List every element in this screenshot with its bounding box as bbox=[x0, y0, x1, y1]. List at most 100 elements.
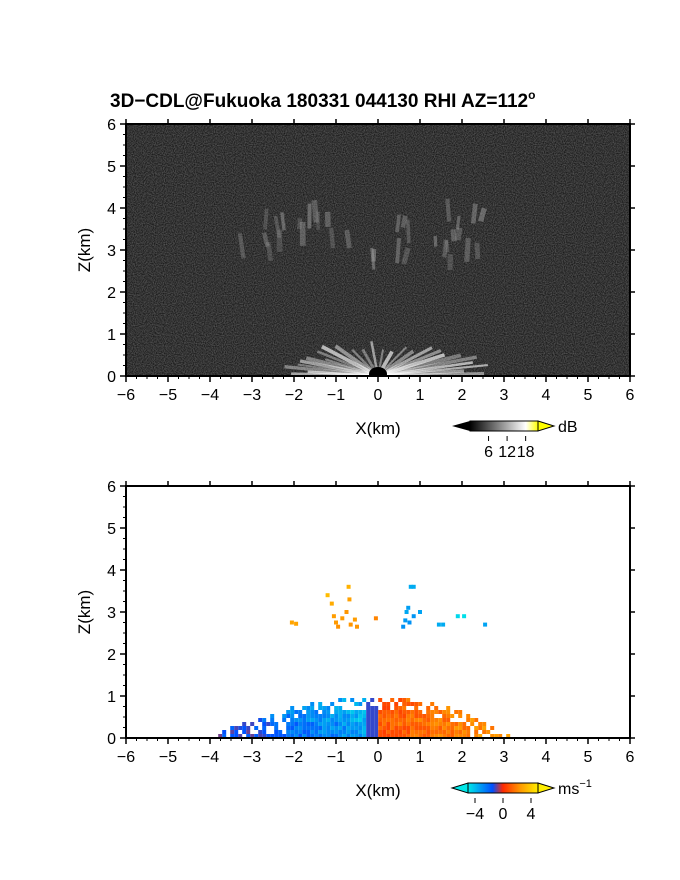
fan-ray bbox=[377, 355, 478, 376]
y-tick-label: 0 bbox=[107, 731, 116, 748]
velocity-cell bbox=[350, 734, 355, 738]
velocity-cell bbox=[366, 702, 371, 706]
velocity-cell bbox=[390, 734, 395, 738]
x-tick-label: −6 bbox=[117, 387, 135, 404]
velocity-cell bbox=[318, 734, 323, 738]
velocity-cell bbox=[438, 730, 443, 734]
y-tick-label: 4 bbox=[107, 563, 116, 580]
velocity-cell bbox=[330, 722, 335, 726]
velocity-cell bbox=[318, 726, 323, 730]
velocity-cell bbox=[334, 710, 339, 714]
velocity-cell bbox=[350, 714, 355, 718]
velocity-cell bbox=[322, 706, 327, 710]
velocity-point bbox=[462, 614, 467, 619]
velocity-cell bbox=[462, 734, 467, 738]
velocity-cell bbox=[294, 730, 299, 734]
velocity-cell bbox=[478, 726, 483, 730]
streak bbox=[442, 239, 449, 258]
velocity-cell bbox=[302, 726, 307, 730]
velocity-cell bbox=[478, 722, 483, 726]
velocity-cell bbox=[418, 722, 423, 726]
velocity-cell bbox=[386, 722, 391, 726]
velocity-cell bbox=[494, 734, 499, 738]
velocity-cell bbox=[434, 730, 439, 734]
velocity-cell bbox=[326, 726, 331, 730]
colorbar-tick-label: 12 bbox=[498, 444, 516, 461]
velocity-cell bbox=[282, 718, 287, 722]
velocity-cell bbox=[294, 710, 299, 714]
velocity-cell bbox=[354, 734, 359, 738]
velocity-cell bbox=[426, 718, 431, 722]
velocity-cell bbox=[366, 718, 371, 722]
velocity-cell bbox=[262, 722, 267, 726]
velocity-cell bbox=[414, 730, 419, 734]
velocity-cell bbox=[378, 734, 383, 738]
y-tick-label: 1 bbox=[107, 689, 116, 706]
streak bbox=[405, 219, 411, 244]
velocity-cell bbox=[366, 730, 371, 734]
velocity-cell bbox=[466, 730, 471, 734]
velocity-cell bbox=[346, 726, 351, 730]
velocity-cell bbox=[370, 698, 375, 702]
velocity-cell bbox=[386, 726, 391, 730]
velocity-cell bbox=[350, 722, 355, 726]
streak bbox=[454, 227, 463, 241]
velocity-cell bbox=[394, 714, 399, 718]
x-tick-label: 6 bbox=[626, 387, 635, 404]
y-tick-label: 3 bbox=[107, 605, 116, 622]
velocity-cell bbox=[430, 722, 435, 726]
velocity-cell bbox=[406, 722, 411, 726]
streak bbox=[311, 199, 320, 223]
velocity-cell bbox=[390, 710, 395, 714]
velocity-cell bbox=[426, 734, 431, 738]
velocity-cell bbox=[414, 714, 419, 718]
velocity-cell bbox=[362, 710, 367, 714]
velocity-cell bbox=[410, 702, 415, 706]
velocity-cell bbox=[346, 730, 351, 734]
velocity-cell bbox=[334, 734, 339, 738]
velocity-cell bbox=[386, 710, 391, 714]
velocity-cell bbox=[302, 722, 307, 726]
velocity-cell bbox=[442, 718, 447, 722]
velocity-cell bbox=[326, 734, 331, 738]
velocity-cell bbox=[262, 730, 267, 734]
velocity-cell bbox=[266, 734, 271, 738]
velocity-cell bbox=[374, 734, 379, 738]
y-tick-label: 2 bbox=[107, 285, 116, 302]
y-tick-label: 4 bbox=[107, 201, 116, 218]
streak bbox=[395, 214, 401, 233]
velocity-cell bbox=[290, 718, 295, 722]
velocity-cell bbox=[338, 730, 343, 734]
velocity-cell bbox=[482, 730, 487, 734]
velocity-cell bbox=[386, 702, 391, 706]
velocity-cell bbox=[310, 726, 315, 730]
velocity-cell bbox=[250, 722, 255, 726]
velocity-cell bbox=[270, 722, 275, 726]
velocity-cell bbox=[466, 726, 471, 730]
velocity-cell bbox=[462, 726, 467, 730]
x-tick-label: −2 bbox=[285, 749, 303, 766]
x-tick-label: −4 bbox=[201, 749, 219, 766]
velocity-point bbox=[355, 624, 359, 629]
velocity-cell bbox=[370, 726, 375, 730]
velocity-cell bbox=[326, 730, 331, 734]
velocity-cell bbox=[434, 718, 439, 722]
velocity-cell bbox=[342, 726, 347, 730]
velocity-cell bbox=[414, 722, 419, 726]
velocity-cell bbox=[366, 706, 371, 710]
velocity-colorbar: −4 0 4 ms−1 bbox=[450, 778, 592, 823]
velocity-cell bbox=[446, 714, 451, 718]
colorbar-ticks: −4 0 4 bbox=[466, 798, 536, 823]
velocity-cell bbox=[238, 734, 243, 738]
velocity-cell bbox=[342, 714, 347, 718]
velocity-cell bbox=[246, 734, 251, 738]
velocity-cell bbox=[458, 722, 463, 726]
velocity-cell bbox=[374, 706, 379, 710]
velocity-cell bbox=[234, 726, 239, 730]
velocity-cell bbox=[298, 734, 303, 738]
velocity-cell bbox=[454, 730, 459, 734]
velocity-cell bbox=[366, 710, 371, 714]
velocity-cell bbox=[390, 698, 395, 702]
velocity-cell bbox=[330, 718, 335, 722]
velocity-cell bbox=[406, 726, 411, 730]
